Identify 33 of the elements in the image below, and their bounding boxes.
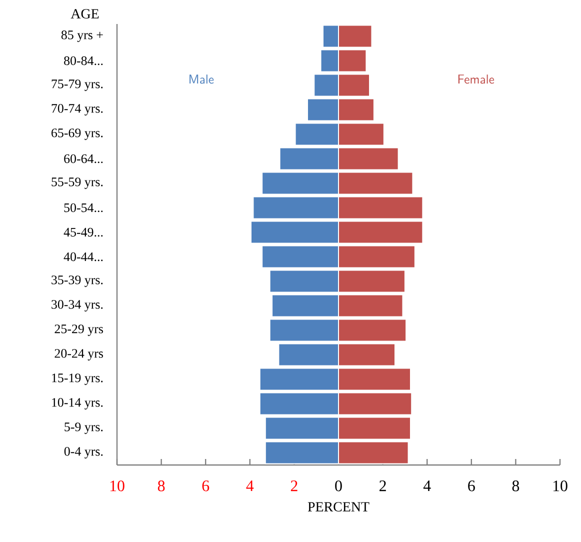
x-axis-title: PERCENT [308,502,370,512]
y-tick-label: 70-74 yrs. [52,104,103,116]
y-tick-label: 50-54... [64,203,103,212]
x-tick-label: 6 [468,480,475,492]
x-tick-label: 2 [380,480,386,492]
y-tick-label: 30-34 yrs. [52,300,103,312]
y-tick-label: 85 yrs + [61,30,103,42]
x-tick-label: 2 [290,480,298,492]
y-tick-label: 45-49... [64,228,103,237]
x-tick-label: 8 [158,480,165,492]
y-tick-label: 25-29 yrs [54,324,104,336]
y-tick-label: 60-64... [64,154,103,164]
y-tick-label: 20-24 yrs [54,349,104,360]
x-tick-label: 10 [553,480,568,492]
y-tick-label: 10-14 yrs. [52,398,103,410]
y-tick-label: 15-19 yrs. [52,374,103,385]
text: Female [458,74,494,84]
text: Male [190,74,214,84]
x-tick-label: 4 [246,480,254,492]
y-tick-label: 0-4 yrs. [64,447,103,458]
x-tick-label: 8 [512,480,520,492]
y-tick-label: 40-44... [64,252,103,262]
y-tick-label: 5-9 yrs. [64,422,103,434]
x-tick-label: 4 [423,480,431,492]
y-tick-label: 55-59 yrs. [52,178,103,189]
y-tick-label: 35-39 yrs. [52,276,103,287]
y-tick-label: 80-84... [64,56,103,66]
x-tick-label: 0 [335,480,342,492]
y-tick-label: 75-79 yrs. [52,80,103,91]
x-tick-label: 6 [202,480,210,492]
y-tick-label: 65-69 yrs. [52,128,103,140]
y-axis-title: AGE [70,9,99,18]
x-tick-label: 10 [110,480,124,492]
